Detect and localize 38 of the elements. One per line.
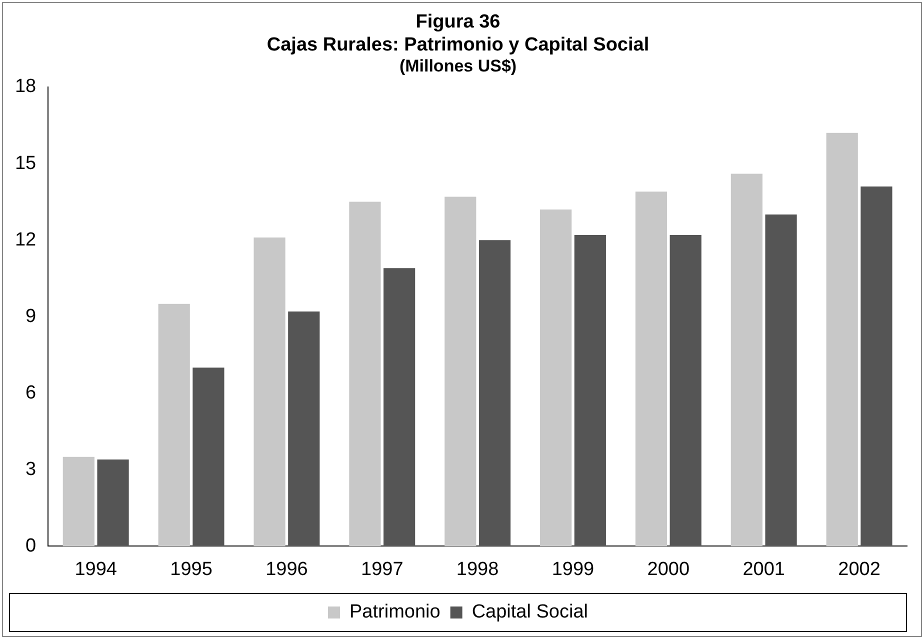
- y-tick-label: 9: [26, 306, 36, 327]
- bar: [540, 209, 572, 546]
- bar: [670, 234, 702, 546]
- legend-label: Capital Social: [472, 602, 588, 623]
- bar: [62, 456, 94, 546]
- bar: [192, 368, 224, 546]
- legend-label: Patrimonio: [350, 602, 440, 623]
- y-tick-label: 12: [14, 229, 36, 250]
- x-tick-label: 1999: [552, 558, 594, 580]
- x-tick-label: 1995: [170, 558, 212, 580]
- bar: [860, 186, 892, 546]
- bar: [574, 234, 606, 546]
- bar: [765, 214, 797, 546]
- bar: [349, 202, 381, 546]
- x-tick-label: 1996: [266, 558, 308, 580]
- bar: [254, 238, 286, 546]
- y-tick-label: 6: [26, 382, 36, 404]
- bar: [730, 174, 762, 546]
- x-tick-label: 2002: [838, 558, 880, 580]
- chart-title: Figura 36 Cajas Rurales: Patrimonio y Capital Social: [266, 12, 650, 56]
- x-tick-label: 2000: [647, 558, 690, 580]
- y-tick-label: 18: [14, 76, 36, 98]
- x-tick-label: 1998: [456, 558, 499, 580]
- bar: [97, 459, 129, 546]
- bar: [444, 196, 476, 546]
- bar: [158, 304, 190, 546]
- bar: [635, 192, 668, 546]
- bar: [288, 312, 320, 546]
- bar: [826, 132, 858, 546]
- x-tick-label: 1997: [360, 558, 404, 580]
- y-tick-label: 3: [26, 458, 36, 480]
- bar: [478, 240, 511, 546]
- chart-subtitle: (Millones US$): [399, 56, 517, 76]
- y-tick-label: 15: [14, 152, 36, 174]
- x-tick-label: 1994: [74, 558, 118, 580]
- x-tick-label: 2001: [742, 558, 785, 580]
- y-tick-label: 0: [26, 535, 36, 556]
- bar: [384, 268, 416, 546]
